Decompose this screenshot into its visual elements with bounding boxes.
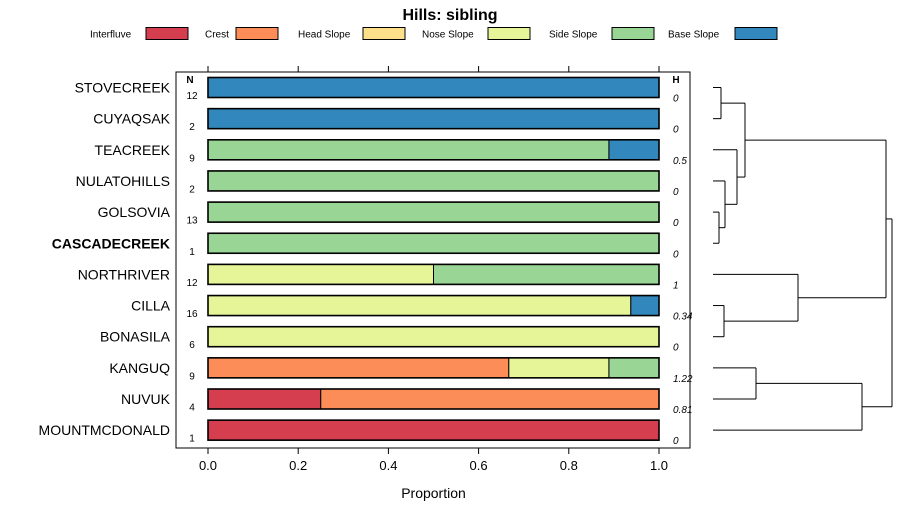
h-label-mountmcdonald: 0 [673, 436, 679, 447]
bar-teacreek-base-slope [608, 139, 660, 161]
x-tick-label: 1.0 [650, 458, 668, 473]
h-label-cilla: 0.34 [673, 312, 693, 323]
bar-outline-cascadecreek [207, 232, 660, 255]
legend-label-head-slope: Head Slope [298, 30, 351, 41]
x-tick-label: 0.8 [560, 458, 578, 473]
category-label-cuyaqsak: CUYAQSAK [93, 111, 170, 127]
n-label-cilla: 16 [186, 309, 198, 320]
bar-cuyaqsak-base-slope [207, 108, 660, 130]
bar-outline-kanguq [207, 357, 660, 379]
category-label-northriver: NORTHRIVER [78, 266, 170, 282]
legend: Interfluve Crest Head Slope Nose Slope Side … [90, 27, 778, 41]
x-tick-label: 0.4 [379, 458, 397, 473]
bar-cascadecreek-side-slope [207, 232, 660, 254]
legend-swatch-crest [235, 27, 279, 40]
legend-swatch-head-slope [362, 27, 406, 40]
n-label-cascadecreek: 1 [189, 247, 195, 258]
chart-title: Hills: sibling [402, 7, 497, 24]
bar-outline-nuvuk [207, 388, 660, 410]
legend-label-interfluve: Interfluve [90, 30, 132, 41]
bar-cilla-base-slope [630, 295, 660, 317]
category-label-nulatohills: NULATOHILLS [76, 173, 170, 189]
bar-outline-teacreek [207, 139, 660, 161]
category-label-kanguq: KANGUQ [109, 360, 170, 376]
bar-stovecreek-base-slope [207, 77, 660, 98]
category-label-mountmcdonald: MOUNTMCDONALD [39, 422, 170, 438]
x-axis: 0.0 0.2 0.4 0.6 0.8 1.0 [199, 66, 668, 473]
n-label-kanguq: 9 [189, 371, 195, 382]
bar-mountmcdonald-interfluve [207, 419, 660, 441]
x-tick-label: 0.2 [289, 458, 307, 473]
category-label-nuvuk: NUVUK [121, 391, 171, 407]
bar-kanguq-side-slope [608, 357, 660, 379]
bars [207, 76, 660, 441]
legend-swatch-base-slope [734, 27, 778, 40]
h-column-header: H [672, 75, 679, 86]
bar-outline-golsovia [207, 201, 660, 223]
bar-nuvuk-crest [320, 388, 660, 410]
bar-outline-northriver [207, 263, 660, 286]
legend-swatch-interfluve [145, 27, 189, 40]
category-label-bonasila: BONASILA [100, 329, 171, 345]
h-label-golsovia: 0 [673, 218, 679, 229]
bar-outline-mountmcdonald [207, 419, 660, 441]
dendrogram [713, 87, 893, 431]
category-label-teacreek: TEACREEK [95, 142, 171, 158]
bar-kanguq-crest [207, 357, 510, 379]
bar-outline-cuyaqsak [207, 107, 660, 130]
bar-outline-nulatohills [207, 170, 660, 192]
legend-swatch-nose-slope [487, 27, 531, 40]
category-label-cascadecreek: CASCADECREEK [52, 235, 170, 251]
n-label-cuyaqsak: 2 [189, 122, 195, 133]
h-label-bonasila: 0 [673, 343, 679, 354]
x-axis-title: Proportion [401, 485, 466, 501]
legend-label-crest: Crest [205, 30, 229, 41]
x-tick-label: 0.0 [199, 458, 217, 473]
bar-outline-stovecreek [207, 76, 660, 99]
h-label-nulatohills: 0 [673, 187, 679, 198]
category-label-cilla: CILLA [131, 298, 171, 314]
h-label-kanguq: 1.22 [673, 374, 693, 385]
n-label-northriver: 12 [186, 278, 198, 289]
x-tick-label: 0.6 [470, 458, 488, 473]
n-label-nulatohills: 2 [189, 184, 195, 195]
n-column-header: N [186, 75, 193, 86]
category-label-golsovia: GOLSOVIA [98, 204, 171, 220]
bar-bonasila-nose-slope [207, 326, 660, 348]
bar-northriver-nose-slope [207, 263, 434, 285]
legend-label-side-slope: Side Slope [549, 30, 598, 41]
h-label-cascadecreek: 0 [673, 249, 679, 260]
bar-kanguq-nose-slope [508, 357, 610, 379]
bar-golsovia-side-slope [207, 201, 660, 223]
h-label-cuyaqsak: 0 [673, 125, 679, 136]
n-label-bonasila: 6 [189, 340, 195, 351]
bar-cilla-nose-slope [207, 295, 632, 317]
n-label-mountmcdonald: 1 [189, 434, 195, 445]
h-label-stovecreek: 0 [673, 94, 679, 105]
legend-label-base-slope: Base Slope [668, 30, 720, 41]
bar-outline-bonasila [207, 325, 660, 348]
n-label-golsovia: 13 [186, 216, 198, 227]
bar-outline-cilla [207, 294, 660, 317]
h-label-nuvuk: 0.81 [673, 405, 692, 416]
legend-label-nose-slope: Nose Slope [422, 30, 474, 41]
n-label-stovecreek: 12 [186, 91, 198, 102]
legend-swatch-side-slope [611, 27, 655, 40]
n-label-teacreek: 9 [189, 153, 195, 164]
category-label-stovecreek: STOVECREEK [75, 80, 171, 96]
bar-nulatohills-side-slope [207, 170, 660, 192]
h-label-teacreek: 0.5 [673, 156, 687, 167]
bar-northriver-side-slope [433, 263, 660, 285]
bar-teacreek-side-slope [207, 139, 610, 161]
bar-nuvuk-interfluve [207, 388, 322, 410]
plot-frame [175, 71, 691, 449]
h-label-northriver: 1 [673, 280, 679, 291]
n-label-nuvuk: 4 [189, 403, 195, 414]
